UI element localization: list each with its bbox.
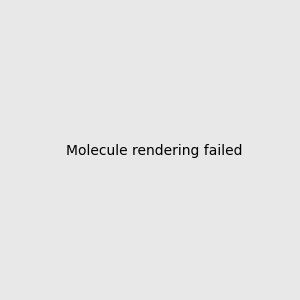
Text: Molecule rendering failed: Molecule rendering failed	[65, 145, 242, 158]
